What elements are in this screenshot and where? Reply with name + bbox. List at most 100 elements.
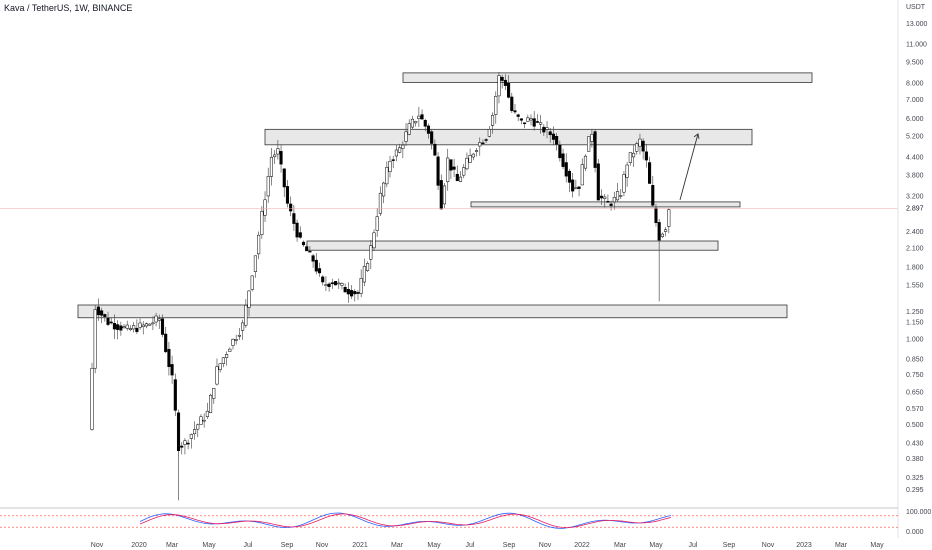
bull-candle — [257, 234, 261, 255]
bear-candle — [135, 327, 139, 332]
price-tick-label: 1.250 — [906, 309, 924, 316]
bull-candle — [196, 424, 200, 430]
bear-candle — [301, 241, 306, 246]
price-tick-label: 0.570 — [906, 406, 924, 413]
bear-candle — [285, 186, 290, 204]
time-tick-label: Jul — [689, 542, 698, 549]
bear-candle — [305, 246, 309, 252]
price-tick-label: 1.150 — [906, 319, 924, 326]
bull-candle — [574, 187, 578, 190]
bull-candle — [125, 324, 129, 329]
bull-candle — [587, 136, 591, 152]
stoch-tick-label: 0.000 — [906, 529, 924, 536]
axis-layer: 13.000 11.000 9.500 8.000 7.000 6.000 5.200 4.4… — [91, 21, 928, 549]
bull-candle — [340, 283, 344, 286]
bear-candle — [317, 268, 322, 274]
bull-candle — [487, 129, 491, 137]
bear-candle — [109, 321, 113, 324]
bear-candle — [160, 318, 165, 335]
price-tick-label: 0.850 — [906, 357, 924, 364]
bull-candle — [385, 167, 389, 185]
time-tick-label: Mar — [166, 542, 179, 549]
bear-candle — [542, 126, 546, 133]
bull-candle — [183, 440, 187, 445]
bull-candle — [638, 138, 642, 147]
price-tick-label: 4.400 — [906, 154, 924, 161]
bull-candle — [237, 334, 241, 337]
bull-candle — [471, 153, 475, 158]
bear-candle — [180, 445, 184, 448]
bull-candle — [465, 157, 469, 170]
bull-candle — [215, 366, 219, 385]
price-tick-label: 1.550 — [906, 283, 924, 290]
bear-candle — [279, 151, 283, 165]
bear-candle — [103, 314, 107, 317]
stoch-d-line — [139, 513, 672, 529]
price-tick-label: 5.200 — [906, 134, 924, 141]
bull-candle — [324, 284, 328, 286]
stoch-tick-label: 100.000 — [906, 509, 931, 516]
bear-candle — [507, 82, 511, 98]
bear-candle — [308, 250, 312, 253]
price-tick-label: 2.100 — [906, 245, 924, 252]
bull-candle — [234, 339, 238, 341]
bear-candle — [449, 159, 453, 171]
price-tick-label: 9.500 — [906, 60, 924, 67]
current-price-label: 2.897 — [906, 206, 924, 213]
bull-candle — [199, 416, 203, 425]
bear-candle — [173, 379, 177, 411]
price-tick-label: 6.000 — [906, 116, 924, 123]
support-resistance-zone — [264, 128, 753, 146]
bear-candle — [558, 144, 562, 159]
bull-candle — [359, 278, 363, 294]
bull-candle — [189, 434, 193, 439]
bear-candle — [327, 283, 331, 288]
bear-candle — [651, 185, 655, 206]
price-tick-label: 0.650 — [906, 390, 924, 397]
time-tick-label: 2021 — [352, 542, 368, 549]
bull-candle — [90, 368, 94, 430]
bull-candle — [664, 229, 668, 232]
price-tick-label: 7.000 — [906, 97, 924, 104]
candles-layer — [90, 72, 671, 501]
bull-candle — [228, 348, 232, 352]
bull-candle — [192, 429, 197, 435]
bear-candle — [532, 118, 536, 127]
time-tick-label: Mar — [391, 542, 404, 549]
bull-candle — [494, 96, 498, 115]
bear-candle — [593, 131, 597, 168]
price-tick-label: 8.000 — [906, 81, 924, 88]
bear-candle — [170, 364, 174, 376]
bear-candle — [439, 180, 443, 210]
bear-candle — [119, 325, 123, 331]
bull-candle — [369, 245, 373, 260]
time-tick-label: Nov — [539, 542, 552, 549]
bear-candle — [321, 276, 325, 283]
bear-candle — [391, 159, 395, 161]
bull-candle — [417, 115, 421, 120]
bull-candle — [660, 233, 664, 237]
bull-candle — [619, 195, 623, 197]
bull-candle — [157, 318, 161, 321]
bull-candle — [410, 118, 414, 128]
price-tick-label: 1.800 — [906, 264, 924, 271]
bear-candle — [577, 186, 581, 189]
time-tick-label: Mar — [835, 542, 848, 549]
bear-candle — [420, 114, 424, 120]
bull-candle — [404, 131, 408, 142]
bear-candle — [353, 291, 357, 295]
bear-candle — [176, 412, 181, 451]
time-tick-label: May — [870, 542, 884, 549]
bull-candle — [442, 185, 447, 205]
bear-candle — [503, 79, 507, 86]
bull-candle — [372, 232, 376, 249]
support-resistance-zone — [306, 240, 719, 251]
bear-candle — [599, 195, 604, 199]
bull-candle — [631, 152, 636, 158]
price-tick-label: 0.380 — [906, 456, 924, 463]
bear-candle — [551, 133, 555, 140]
bull-candle — [388, 161, 392, 173]
bear-candle — [516, 114, 520, 117]
bear-candle — [356, 292, 360, 294]
